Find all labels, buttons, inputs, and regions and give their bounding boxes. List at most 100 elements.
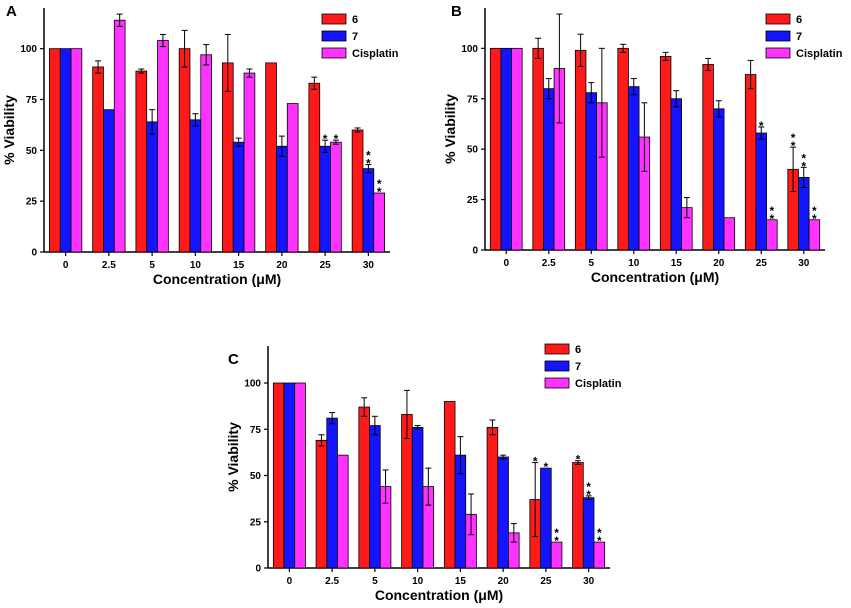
- x-tick-label: 30: [363, 260, 375, 271]
- legend: 6 7 Cisplatin: [765, 13, 843, 60]
- x-tick-label: 0: [287, 576, 293, 587]
- panel-letter: C: [228, 351, 239, 368]
- significance-marker: *: [533, 455, 538, 469]
- x-tick-label: 15: [233, 260, 245, 271]
- x-tick-label: 2.5: [542, 258, 556, 269]
- bar-series-6: [486, 426, 499, 569]
- x-tick-label: 2.5: [325, 576, 339, 587]
- legend: 6 7 Cisplatin: [321, 13, 399, 60]
- legend-swatch-6: [321, 13, 347, 25]
- legend-label: 6: [352, 14, 358, 26]
- bar-series-7: [540, 467, 552, 569]
- bar-series-6: [659, 56, 672, 251]
- y-tick-label: 25: [26, 197, 38, 208]
- bar-series-6: [572, 462, 584, 569]
- x-tick-label: 20: [713, 258, 725, 269]
- y-tick-label: 0: [472, 246, 478, 257]
- legend-label: 7: [796, 31, 802, 43]
- bar-series-7: [146, 121, 158, 253]
- y-tick-label: 0: [31, 248, 37, 259]
- chart-panel-b: B 0 25 50 75 100 % Viability 0 2.5 5 10 15 20 25 30 Con…: [442, 3, 843, 285]
- legend-label: 7: [575, 361, 581, 373]
- bar-series-6: [744, 74, 757, 251]
- y-tick-label: 0: [255, 564, 261, 575]
- bar-series-cisplatin: [337, 454, 349, 569]
- bar-series-7: [798, 176, 810, 251]
- x-tick-label: 5: [588, 258, 594, 269]
- y-tick-label: 75: [250, 425, 262, 436]
- x-axis-title: Concentration (μM): [153, 271, 281, 287]
- bar-series-6: [49, 48, 61, 253]
- x-tick-label: 5: [149, 260, 155, 271]
- bar-series-7: [369, 425, 381, 569]
- x-tick-label: 20: [276, 260, 288, 271]
- bar-series-7: [59, 48, 72, 253]
- x-tick-label: 10: [190, 260, 202, 271]
- bar-series-7: [319, 145, 331, 253]
- x-tick-label: 0: [63, 260, 69, 271]
- legend-swatch-6: [765, 13, 791, 25]
- panel-letter: A: [6, 3, 17, 20]
- bar-series-7: [411, 426, 424, 569]
- x-tick-label: 2.5: [102, 260, 116, 271]
- legend-label: Cisplatin: [352, 48, 399, 60]
- bar-series-7: [232, 141, 245, 253]
- chart-panel-c: C 0 25 50 75 100 % Viability 0 2.5 5 10 15 20 25 30 Con…: [225, 343, 622, 603]
- y-tick-label: 75: [467, 94, 479, 105]
- x-tick-label: 15: [671, 258, 683, 269]
- significance-marker: *: [576, 453, 581, 467]
- y-tick-label: 100: [244, 379, 261, 390]
- y-tick-label: 100: [20, 44, 37, 55]
- bar-series-6: [532, 47, 544, 251]
- legend-label: Cisplatin: [796, 48, 843, 60]
- bar-series-7: [276, 145, 288, 253]
- bar-series-6: [617, 47, 629, 251]
- legend-label: 7: [352, 31, 358, 43]
- chart-panel-a: A 0 25 50 75 100 % Viability 0 2.5 5 10 15 20 25 30 Con…: [1, 3, 399, 287]
- y-tick-label: 100: [461, 44, 478, 55]
- significance-marker: * *: [586, 480, 591, 502]
- x-tick-label: 0: [503, 258, 509, 269]
- bar-series-cisplatin: [243, 72, 256, 253]
- significance-marker: *: [759, 119, 764, 133]
- legend-swatch-7: [765, 30, 791, 42]
- bar-series-7: [585, 92, 597, 251]
- bar-series-6: [702, 64, 714, 251]
- bar-series-7: [362, 168, 375, 253]
- bar-series-6: [265, 62, 277, 253]
- significance-marker: * *: [377, 177, 382, 199]
- bar-series-6: [443, 401, 456, 569]
- bar-series-7: [670, 98, 682, 251]
- y-tick-label: 25: [250, 517, 262, 528]
- bar-series-cisplatin: [157, 40, 169, 253]
- y-axis-title: % Viability: [225, 422, 241, 492]
- x-axis-title: Concentration (μM): [375, 587, 503, 603]
- y-tick-label: 50: [26, 146, 38, 157]
- bar-series-6: [135, 70, 148, 253]
- significance-marker: * *: [801, 151, 806, 173]
- bar-series-7: [283, 382, 296, 569]
- x-axis-title: Concentration (μM): [591, 269, 719, 285]
- x-tick-label: 25: [756, 258, 768, 269]
- bar-series-cisplatin: [286, 103, 299, 253]
- bar-series-cisplatin: [200, 54, 212, 253]
- bar-series-7: [755, 132, 767, 251]
- legend-swatch-7: [321, 30, 347, 42]
- legend-label: 6: [796, 14, 802, 26]
- bar-series-6: [351, 129, 364, 253]
- x-tick-label: 30: [798, 258, 810, 269]
- legend-swatch-cisplatin: [765, 47, 791, 59]
- significance-marker: *: [323, 132, 328, 146]
- x-tick-label: 5: [372, 576, 378, 587]
- significance-marker: * *: [554, 526, 559, 548]
- legend-label: 6: [575, 344, 581, 356]
- bar-series-cisplatin: [723, 217, 736, 251]
- x-tick-label: 25: [320, 260, 332, 271]
- significance-marker: *: [334, 132, 339, 146]
- bar-series-6: [178, 48, 191, 253]
- y-axis-title: % Viability: [1, 95, 17, 165]
- bar-series-6: [272, 382, 285, 569]
- bar-series-cisplatin: [70, 48, 83, 253]
- legend-label: Cisplatin: [575, 378, 622, 390]
